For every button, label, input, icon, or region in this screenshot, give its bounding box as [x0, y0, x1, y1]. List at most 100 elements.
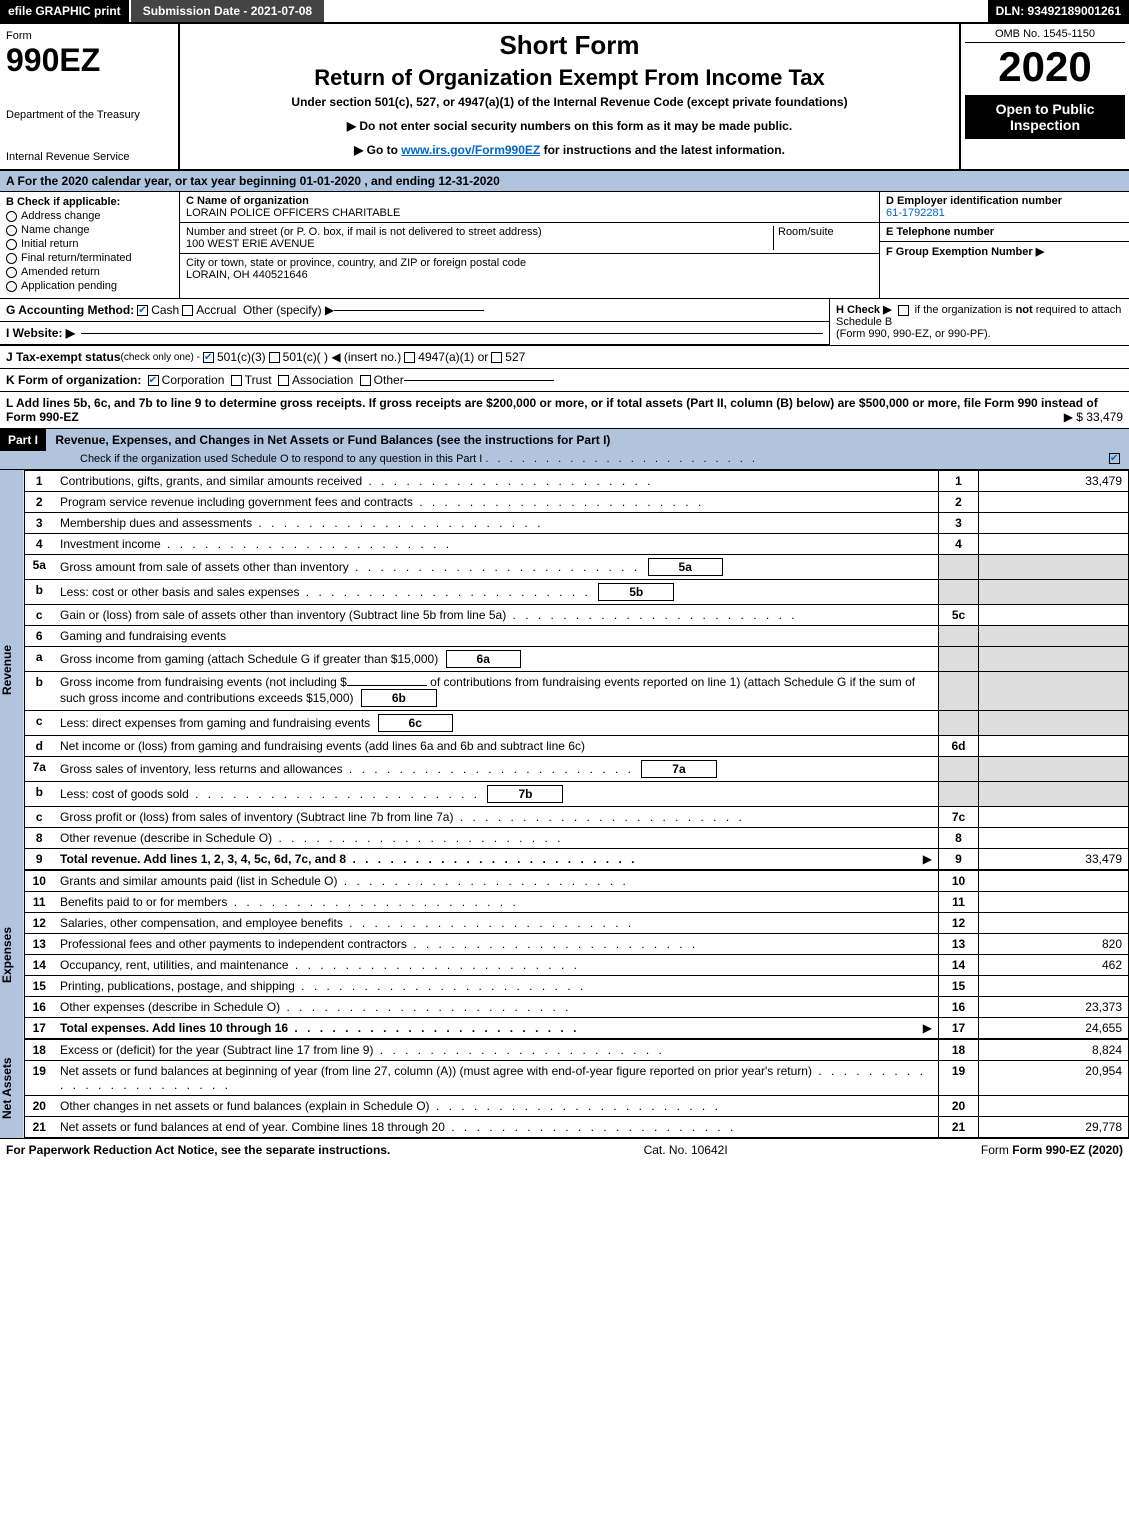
netassets-side-label: Net Assets: [0, 1039, 24, 1138]
header-right: OMB No. 1545-1150 2020 Open to Public In…: [959, 24, 1129, 169]
table-row: aGross income from gaming (attach Schedu…: [24, 647, 1129, 672]
short-form-title: Short Form: [190, 30, 949, 61]
f-group-row: F Group Exemption Number ▶: [880, 242, 1129, 261]
chk-cash[interactable]: [137, 305, 148, 316]
chk-initial-return[interactable]: Initial return: [6, 238, 173, 250]
table-row: 14Occupancy, rent, utilities, and mainte…: [24, 955, 1129, 976]
chk-accrual[interactable]: [182, 305, 193, 316]
chk-address-change[interactable]: Address change: [6, 210, 173, 222]
arrow-icon: ▶: [923, 852, 932, 866]
table-row: 15Printing, publications, postage, and s…: [24, 976, 1129, 997]
i-label: I Website: ▶: [6, 326, 75, 340]
chk-527[interactable]: [491, 352, 502, 363]
efile-label[interactable]: efile GRAPHIC print: [0, 0, 129, 22]
table-row: cGross profit or (loss) from sales of in…: [24, 807, 1129, 828]
room-suite-label: Room/suite: [773, 226, 873, 250]
table-row: 11Benefits paid to or for members11: [24, 892, 1129, 913]
footer-right: Form Form 990-EZ (2020): [981, 1143, 1123, 1157]
header-left: Form 990EZ Department of the Treasury In…: [0, 24, 180, 169]
part1-title: Revenue, Expenses, and Changes in Net As…: [49, 429, 616, 451]
chk-schedule-b[interactable]: [898, 305, 909, 316]
table-row: 10Grants and similar amounts paid (list …: [24, 871, 1129, 892]
ssn-warning: ▶ Do not enter social security numbers o…: [190, 119, 949, 133]
row-a-taxyear: A For the 2020 calendar year, or tax yea…: [0, 171, 1129, 192]
row-g-accounting: G Accounting Method: Cash Accrual Other …: [0, 299, 829, 322]
l-amount: ▶ $ 33,479: [1064, 410, 1123, 424]
ein-value: 61-1792281: [886, 207, 1123, 219]
col-b-title: B Check if applicable:: [6, 196, 173, 208]
dots-icon: [485, 453, 758, 465]
open-inspection: Open to Public Inspection: [965, 95, 1125, 139]
footer: For Paperwork Reduction Act Notice, see …: [0, 1138, 1129, 1161]
chk-name-change[interactable]: Name change: [6, 224, 173, 236]
org-name-row: C Name of organization LORAIN POLICE OFF…: [180, 192, 879, 223]
inline-box-5a: 5a: [648, 558, 723, 576]
d-label: D Employer identification number: [886, 195, 1123, 207]
omb-number: OMB No. 1545-1150: [965, 28, 1125, 43]
e-phone-row: E Telephone number: [880, 223, 1129, 242]
table-row: bLess: cost of goods sold 7b: [24, 782, 1129, 807]
table-row: 2Program service revenue including gover…: [24, 492, 1129, 513]
g-label: G Accounting Method:: [6, 303, 134, 317]
table-row: 8Other revenue (describe in Schedule O)8: [24, 828, 1129, 849]
top-bar: efile GRAPHIC print Submission Date - 20…: [0, 0, 1129, 24]
row-l-gross-receipts: L Add lines 5b, 6c, and 7b to line 9 to …: [0, 392, 1129, 429]
part1-header: Part I Revenue, Expenses, and Changes in…: [0, 429, 1129, 470]
h-label: H Check ▶: [836, 304, 892, 316]
table-row: 16Other expenses (describe in Schedule O…: [24, 997, 1129, 1018]
chk-trust[interactable]: [231, 375, 242, 386]
chk-schedule-o[interactable]: [1109, 453, 1120, 464]
org-name: LORAIN POLICE OFFICERS CHARITABLE: [186, 207, 873, 219]
table-row: 9Total revenue. Add lines 1, 2, 3, 4, 5c…: [24, 849, 1129, 870]
table-row: 6Gaming and fundraising events: [24, 626, 1129, 647]
e-label: E Telephone number: [886, 226, 1123, 238]
irs-link[interactable]: www.irs.gov/Form990EZ: [401, 143, 540, 157]
form-header: Form 990EZ Department of the Treasury In…: [0, 24, 1129, 171]
chk-4947[interactable]: [404, 352, 415, 363]
netassets-table: 18Excess or (deficit) for the year (Subt…: [24, 1039, 1129, 1138]
part1-sub: Check if the organization used Schedule …: [0, 451, 1129, 469]
table-row: 19Net assets or fund balances at beginni…: [24, 1061, 1129, 1096]
col-c-org-info: C Name of organization LORAIN POLICE OFF…: [180, 192, 879, 298]
chk-501c[interactable]: [269, 352, 280, 363]
goto-line: ▶ Go to www.irs.gov/Form990EZ for instru…: [190, 143, 949, 157]
chk-amended-return[interactable]: Amended return: [6, 266, 173, 278]
d-ein-row: D Employer identification number 61-1792…: [880, 192, 1129, 223]
circle-icon: [6, 211, 17, 222]
chk-501c3[interactable]: [203, 352, 214, 363]
chk-association[interactable]: [278, 375, 289, 386]
header-center: Short Form Return of Organization Exempt…: [180, 24, 959, 169]
revenue-side-label: Revenue: [0, 470, 24, 870]
dept-irs: Internal Revenue Service: [6, 151, 172, 163]
goto-prefix: ▶ Go to: [354, 143, 401, 157]
dln-label: DLN: 93492189001261: [988, 0, 1129, 22]
chk-corporation[interactable]: [148, 375, 159, 386]
other-specify-line[interactable]: [334, 310, 484, 311]
table-row: 5aGross amount from sale of assets other…: [24, 555, 1129, 580]
revenue-table: 1Contributions, gifts, grants, and simil…: [24, 470, 1129, 870]
expenses-side-label: Expenses: [0, 870, 24, 1039]
circle-icon: [6, 253, 17, 264]
goto-suffix: for instructions and the latest informat…: [540, 143, 785, 157]
table-row: 17Total expenses. Add lines 10 through 1…: [24, 1018, 1129, 1039]
chk-final-return[interactable]: Final return/terminated: [6, 252, 173, 264]
other-org-line[interactable]: [404, 380, 554, 381]
row-i-website: I Website: ▶: [0, 322, 829, 345]
tax-year: 2020: [965, 43, 1125, 91]
dept-treasury: Department of the Treasury: [6, 109, 172, 121]
footer-left: For Paperwork Reduction Act Notice, see …: [6, 1143, 390, 1157]
chk-application-pending[interactable]: Application pending: [6, 280, 173, 292]
table-row: 12Salaries, other compensation, and empl…: [24, 913, 1129, 934]
website-line[interactable]: [81, 333, 823, 334]
chk-other-org[interactable]: [360, 375, 371, 386]
return-title: Return of Organization Exempt From Incom…: [190, 65, 949, 91]
inline-box-7a: 7a: [641, 760, 716, 778]
inline-box-6c: 6c: [378, 714, 453, 732]
table-row: 18Excess or (deficit) for the year (Subt…: [24, 1040, 1129, 1061]
circle-icon: [6, 267, 17, 278]
table-row: 7aGross sales of inventory, less returns…: [24, 757, 1129, 782]
row-h-schedule-b: H Check ▶ if the organization is not req…: [829, 299, 1129, 345]
city-row: City or town, state or province, country…: [180, 254, 879, 284]
contrib-line[interactable]: [347, 685, 427, 686]
footer-mid: Cat. No. 10642I: [644, 1143, 728, 1157]
